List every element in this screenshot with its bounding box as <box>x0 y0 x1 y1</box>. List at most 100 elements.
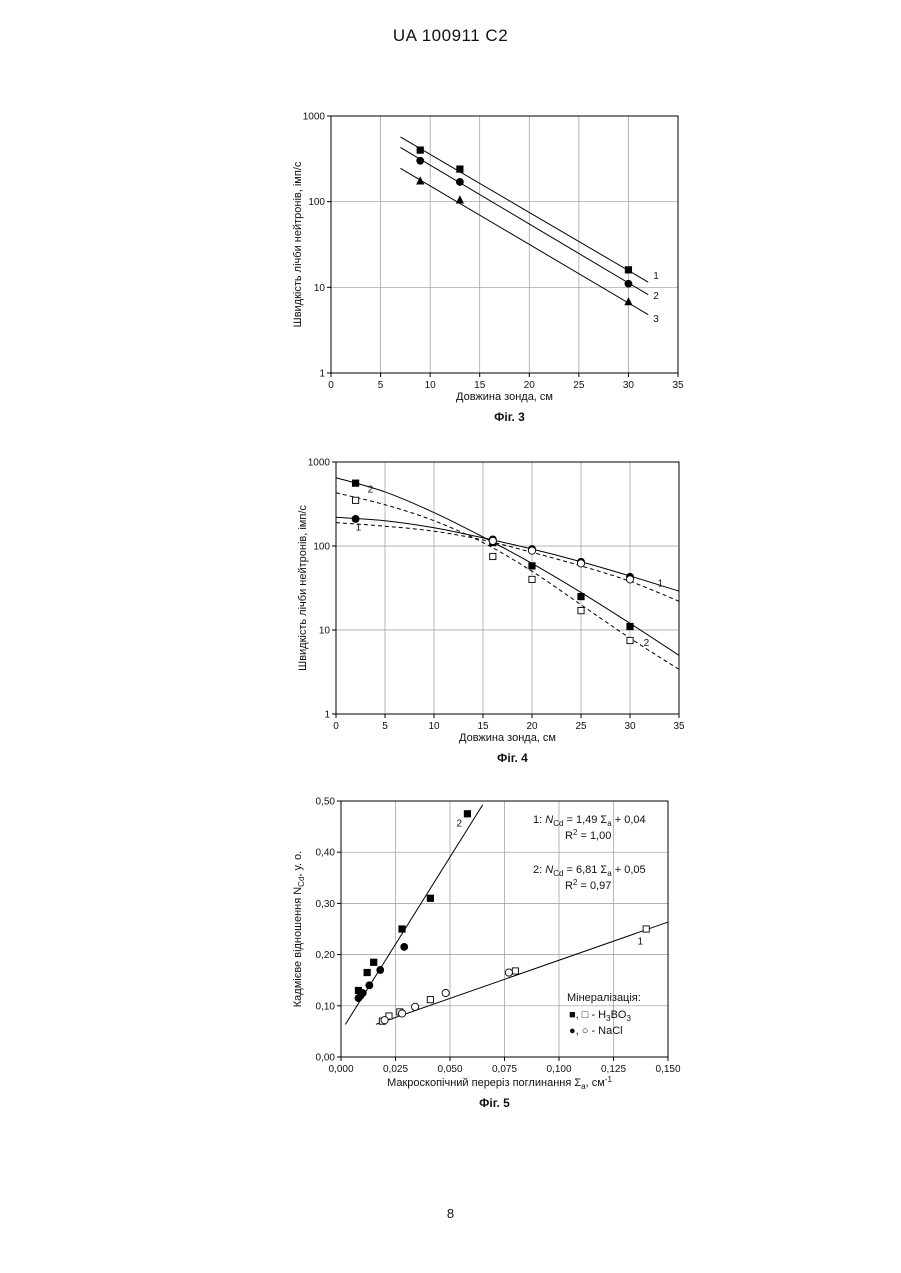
x-tick-label: 10 <box>428 721 440 732</box>
equation-1-r2: R2 = 1,00 <box>565 828 611 842</box>
data-point <box>442 989 449 996</box>
data-point <box>381 1017 388 1024</box>
page-header: UA 100911 C2 <box>0 26 901 46</box>
data-point <box>412 1003 419 1010</box>
line-label: 1 <box>637 936 643 947</box>
x-tick-label: 20 <box>524 380 536 391</box>
data-point <box>626 623 633 630</box>
x-tick-label: 5 <box>378 380 384 391</box>
page-number: 8 <box>0 1206 901 1221</box>
y-tick-label: 1000 <box>303 112 326 123</box>
y-tick-label: 0,50 <box>316 797 336 808</box>
data-point <box>398 1010 405 1017</box>
data-point <box>512 968 518 974</box>
data-point <box>352 480 359 487</box>
x-axis-label: Довжина зонда, см <box>459 732 556 744</box>
y-axis-label-main: Кадмієве відношення N <box>292 887 304 1007</box>
y-tick-label: 0,30 <box>316 899 336 910</box>
x-tick-label: 0,025 <box>383 1064 408 1075</box>
eq1-nsub: Cd <box>553 819 563 828</box>
data-point <box>489 537 496 544</box>
data-point <box>528 562 535 569</box>
x-tick-label: 35 <box>673 721 685 732</box>
data-point <box>464 810 471 817</box>
x-tick-label: 15 <box>477 721 489 732</box>
y-tick-label: 0,10 <box>316 1001 336 1012</box>
y-tick-label: 100 <box>313 542 330 553</box>
y-tick-label: 0,20 <box>316 950 336 961</box>
data-point <box>625 280 633 288</box>
eq1-r2-value: = 1,00 <box>577 830 611 842</box>
legend: Мінералізація: ■, □ - H3BO3 ●, ○ - NaCl <box>567 992 641 1037</box>
data-point <box>353 497 359 503</box>
x-tick-label: 35 <box>672 380 684 391</box>
data-point <box>416 157 424 165</box>
data-point <box>625 266 632 273</box>
data-point <box>359 989 367 997</box>
y-axis-label: Швидкість лічби нейтронів, імп/с <box>292 161 304 327</box>
data-point <box>417 146 424 153</box>
y-tick-label: 10 <box>314 283 326 294</box>
equation-2: 2: NCd = 6,81 Σa + 0,05 R2 = 0,97 <box>533 864 646 892</box>
data-point <box>505 969 512 976</box>
data-point <box>577 593 584 600</box>
plot-frame <box>336 462 679 714</box>
series-line <box>400 168 648 314</box>
x-axis-label-main: Макроскопічний переріз поглинання Σ <box>387 1077 581 1089</box>
x-axis-label-unit: , см <box>586 1077 605 1089</box>
figure-5-chart: 0,0000,0250,0500,0750,1000,1250,1500,000… <box>0 785 901 1145</box>
data-point <box>456 165 463 172</box>
y-axis-label: Кадмієве відношення NCd, у. о. <box>292 851 306 1007</box>
data-point <box>376 966 384 974</box>
eq2-r2-value: = 0,97 <box>577 880 611 892</box>
equation-2-formula: 2: NCd = 6,81 Σa + 0,05 <box>533 864 646 878</box>
data-point <box>626 576 633 583</box>
legend-title: Мінералізація: <box>567 992 641 1004</box>
figure-4-chart: 051015202530351101001000 Довжина зонда, … <box>0 445 901 785</box>
data-point <box>529 576 535 582</box>
eq2-tail: + 0,05 <box>612 864 646 876</box>
data-point <box>528 547 535 554</box>
x-tick-label: 0,150 <box>655 1064 680 1075</box>
x-tick-label: 0,100 <box>546 1064 571 1075</box>
series-label: 1 <box>356 523 362 534</box>
x-tick-label: 0,125 <box>601 1064 626 1075</box>
equation-1: 1: NCd = 1,49 Σa + 0,04 R2 = 1,00 <box>533 814 646 842</box>
eq2-prefix: 2: <box>533 864 545 876</box>
eq1-mid: = 1,49 Σ <box>563 814 607 826</box>
eq2-mid: = 6,81 Σ <box>563 864 607 876</box>
figure-caption: Фіг. 5 <box>479 1096 510 1110</box>
data-point <box>427 895 434 902</box>
x-axis-label-sup: -1 <box>605 1075 613 1084</box>
eq1-n: N <box>545 814 553 826</box>
legend-entry-h3bo3-sub2: 3 <box>626 1014 631 1023</box>
y-axis-label: Швидкість лічби нейтронів, імп/с <box>297 505 309 671</box>
data-point <box>490 553 496 559</box>
eq2-n: N <box>545 864 553 876</box>
equation-1-formula: 1: NCd = 1,49 Σa + 0,04 <box>533 814 646 828</box>
x-axis-label: Довжина зонда, см <box>456 391 553 403</box>
y-axis-label-sub: Cd <box>297 877 306 887</box>
x-tick-label: 30 <box>624 721 636 732</box>
x-tick-label: 5 <box>382 721 388 732</box>
data-point <box>456 195 464 203</box>
y-tick-label: 1 <box>324 710 330 721</box>
x-tick-label: 30 <box>623 380 635 391</box>
eq2-r2-main: R <box>565 880 573 892</box>
series-label: 1 <box>653 271 659 282</box>
data-point <box>370 959 377 966</box>
data-point <box>643 926 649 932</box>
series-label: 2 <box>368 484 374 495</box>
series-label: 1 <box>658 578 664 589</box>
legend-entry-h3bo3: ■, □ - H3BO3 <box>569 1009 631 1023</box>
legend-entry-nacl: ●, ○ - NaCl <box>569 1025 623 1037</box>
line-label: 2 <box>457 819 463 830</box>
y-tick-label: 1 <box>319 369 325 380</box>
x-tick-label: 0,000 <box>328 1064 353 1075</box>
series-label: 2 <box>653 291 659 302</box>
legend-entry-h3bo3-main: ■, □ - H <box>569 1009 606 1021</box>
x-tick-label: 10 <box>425 380 437 391</box>
data-point <box>627 637 633 643</box>
figure-3-chart: 051015202530351101001000 Довжина зонда, … <box>0 100 901 440</box>
y-tick-label: 0,00 <box>316 1053 336 1064</box>
